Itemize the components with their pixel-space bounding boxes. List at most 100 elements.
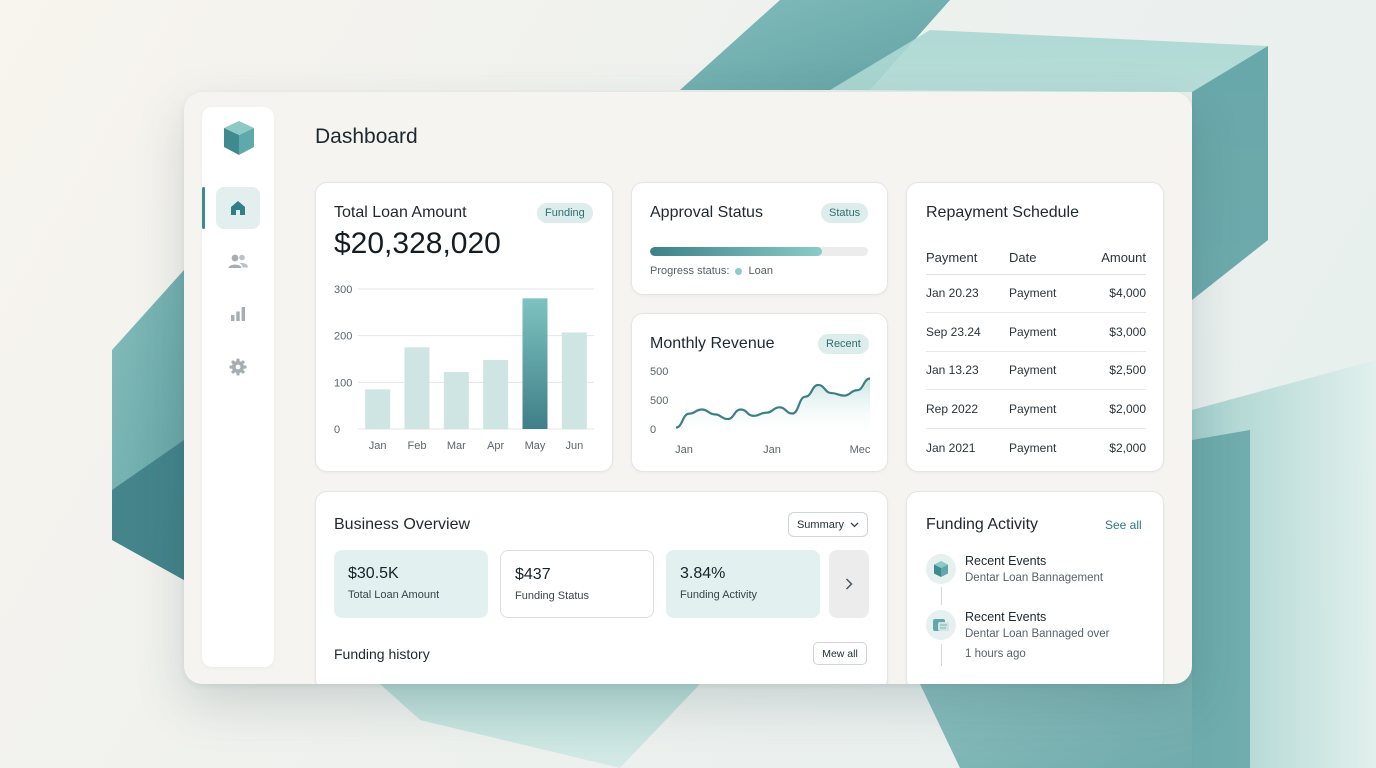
table-cell: Jan 20.23	[926, 274, 1009, 313]
table-cell: Sep 23.24	[926, 312, 1009, 352]
table-cell: Jan 2021	[926, 440, 976, 455]
loan-dot-icon	[735, 267, 743, 275]
x-tick-label: Mar	[447, 440, 466, 452]
table-cell: Payment	[1009, 312, 1080, 352]
recent-badge: Recent	[818, 334, 869, 354]
stat-card-total-loan[interactable]: $30.5K Total Loan Amount	[334, 550, 488, 618]
users-icon	[228, 254, 248, 268]
event-subtitle: Dentar Loan Bannaged over	[965, 628, 1110, 640]
table-cell: $4,000	[1079, 274, 1146, 313]
total-loan-card: Total Loan Amount Funding $20,328,020 0 1…	[315, 182, 613, 472]
repayment-table: Payment Date Amount Jan 20.23 Payment $4…	[926, 241, 1146, 467]
table-cell: $2,500	[1079, 351, 1146, 390]
stat-label: Total Loan Amount	[348, 589, 440, 601]
bar	[443, 372, 469, 429]
column-header: Amount	[1079, 241, 1146, 275]
y-tick-label: 100	[334, 377, 352, 389]
x-tick-label: Apr	[487, 440, 504, 452]
table-cell: Payment	[1009, 440, 1057, 455]
sidebar-item-analytics[interactable]	[216, 293, 260, 335]
approval-status-card: Approval Status Status Progress status: …	[631, 182, 888, 295]
repayment-schedule-title: Repayment Schedule	[926, 204, 1079, 221]
gear-icon	[229, 358, 247, 376]
table-cell: Rep 2022	[926, 389, 1009, 429]
event-subtitle: Dentar Loan Bannagement	[965, 572, 1104, 584]
progress-status-text: Progress status:	[650, 265, 730, 277]
event-title: Recent Events	[965, 610, 1047, 624]
funding-activity-title: Funding Activity	[926, 516, 1039, 533]
stat-value: 3.84%	[680, 565, 726, 582]
stat-label: Funding Status	[515, 590, 589, 602]
cube-event-icon	[926, 554, 956, 584]
chevron-down-icon	[850, 522, 859, 527]
document-event-icon	[926, 610, 956, 640]
table-row[interactable]: Sep 23.24 Payment $3,000	[926, 312, 1146, 352]
bar-chart-icon	[231, 307, 245, 321]
revenue-area-chart: 0 500 500 Jan Jan Mec	[650, 366, 871, 456]
next-stats-button[interactable]	[829, 550, 869, 618]
progress-status-value: Loan	[748, 265, 773, 277]
stat-card-funding-activity[interactable]: 3.84% Funding Activity	[666, 550, 820, 618]
progress-status-label: Progress status: Loan	[650, 265, 773, 277]
sidebar	[202, 107, 274, 667]
stat-value: $437	[515, 566, 551, 583]
total-loan-title: Total Loan Amount	[334, 204, 467, 221]
revenue-area-fill	[676, 378, 870, 434]
funding-activity-card: Funding Activity See all Recent Events D…	[906, 491, 1164, 684]
business-overview-title: Business Overview	[334, 516, 471, 533]
funding-badge: Funding	[537, 203, 593, 223]
approval-progress-fill	[650, 247, 823, 256]
page-title: Dashboard	[315, 125, 418, 148]
table-row[interactable]: Rep 2022 Payment $2,000	[926, 389, 1146, 429]
table-cell: $2,000	[1109, 440, 1146, 455]
table-cell: $2,000	[1079, 389, 1146, 429]
bar	[561, 332, 587, 429]
table-cell: Payment	[1009, 389, 1080, 429]
view-all-button[interactable]: Mew all	[813, 642, 867, 665]
summary-dropdown-label: Summary	[796, 518, 845, 531]
x-tick-label: Mec	[850, 444, 871, 456]
event-title: Recent Events	[965, 554, 1047, 568]
y-tick-label: 0	[650, 424, 656, 436]
bar	[483, 359, 509, 429]
y-tick-label: 300	[334, 284, 352, 296]
x-tick-label: Jan	[763, 444, 781, 456]
timeline-connector	[941, 587, 942, 605]
status-badge: Status	[821, 203, 869, 223]
cube-logo-icon	[224, 121, 254, 155]
y-tick-label: 0	[334, 424, 340, 436]
table-header-row: Payment Date Amount	[926, 241, 1146, 275]
y-tick-label: 500	[650, 366, 668, 378]
bar	[365, 389, 391, 429]
active-nav-indicator	[202, 187, 205, 229]
summary-dropdown[interactable]: Summary	[788, 512, 868, 537]
home-icon	[231, 201, 245, 215]
table-row[interactable]: Jan 20.23 Payment $4,000	[926, 274, 1146, 313]
sidebar-item-settings[interactable]	[216, 346, 260, 388]
funding-history-title: Funding history	[334, 646, 430, 662]
stat-card-funding-status[interactable]: $437 Funding Status	[500, 550, 654, 618]
x-tick-label: Jan	[675, 444, 693, 456]
approval-progress-bar	[650, 247, 868, 256]
x-tick-label: Feb	[408, 440, 427, 452]
stat-value: $30.5K	[348, 565, 399, 582]
table-cell: Jan 13.23	[926, 351, 1009, 390]
total-loan-amount: $20,328,020	[334, 227, 501, 260]
table-cell: Payment	[1009, 274, 1080, 313]
sidebar-item-home[interactable]	[216, 187, 260, 229]
table-row[interactable]: Jan 2021 Payment $2,000	[926, 428, 1146, 467]
column-header: Date	[1009, 241, 1080, 275]
sidebar-item-users[interactable]	[216, 240, 260, 282]
x-tick-label: Jan	[369, 440, 387, 452]
dashboard-window: Dashboard Total Loan Amount Funding $20,…	[184, 92, 1192, 684]
table-row[interactable]: Jan 13.23 Payment $2,500	[926, 351, 1146, 390]
bar	[522, 298, 548, 429]
timeline-connector	[941, 644, 942, 666]
y-tick-label: 200	[334, 331, 352, 343]
monthly-revenue-card: Monthly Revenue Recent 0 500 500 Jan Jan Mec	[631, 313, 888, 472]
see-all-link[interactable]: See all	[1105, 518, 1142, 532]
x-tick-label: Jun	[565, 440, 583, 452]
event-timestamp: 1 hours ago	[965, 648, 1026, 660]
revenue-line	[675, 377, 871, 429]
